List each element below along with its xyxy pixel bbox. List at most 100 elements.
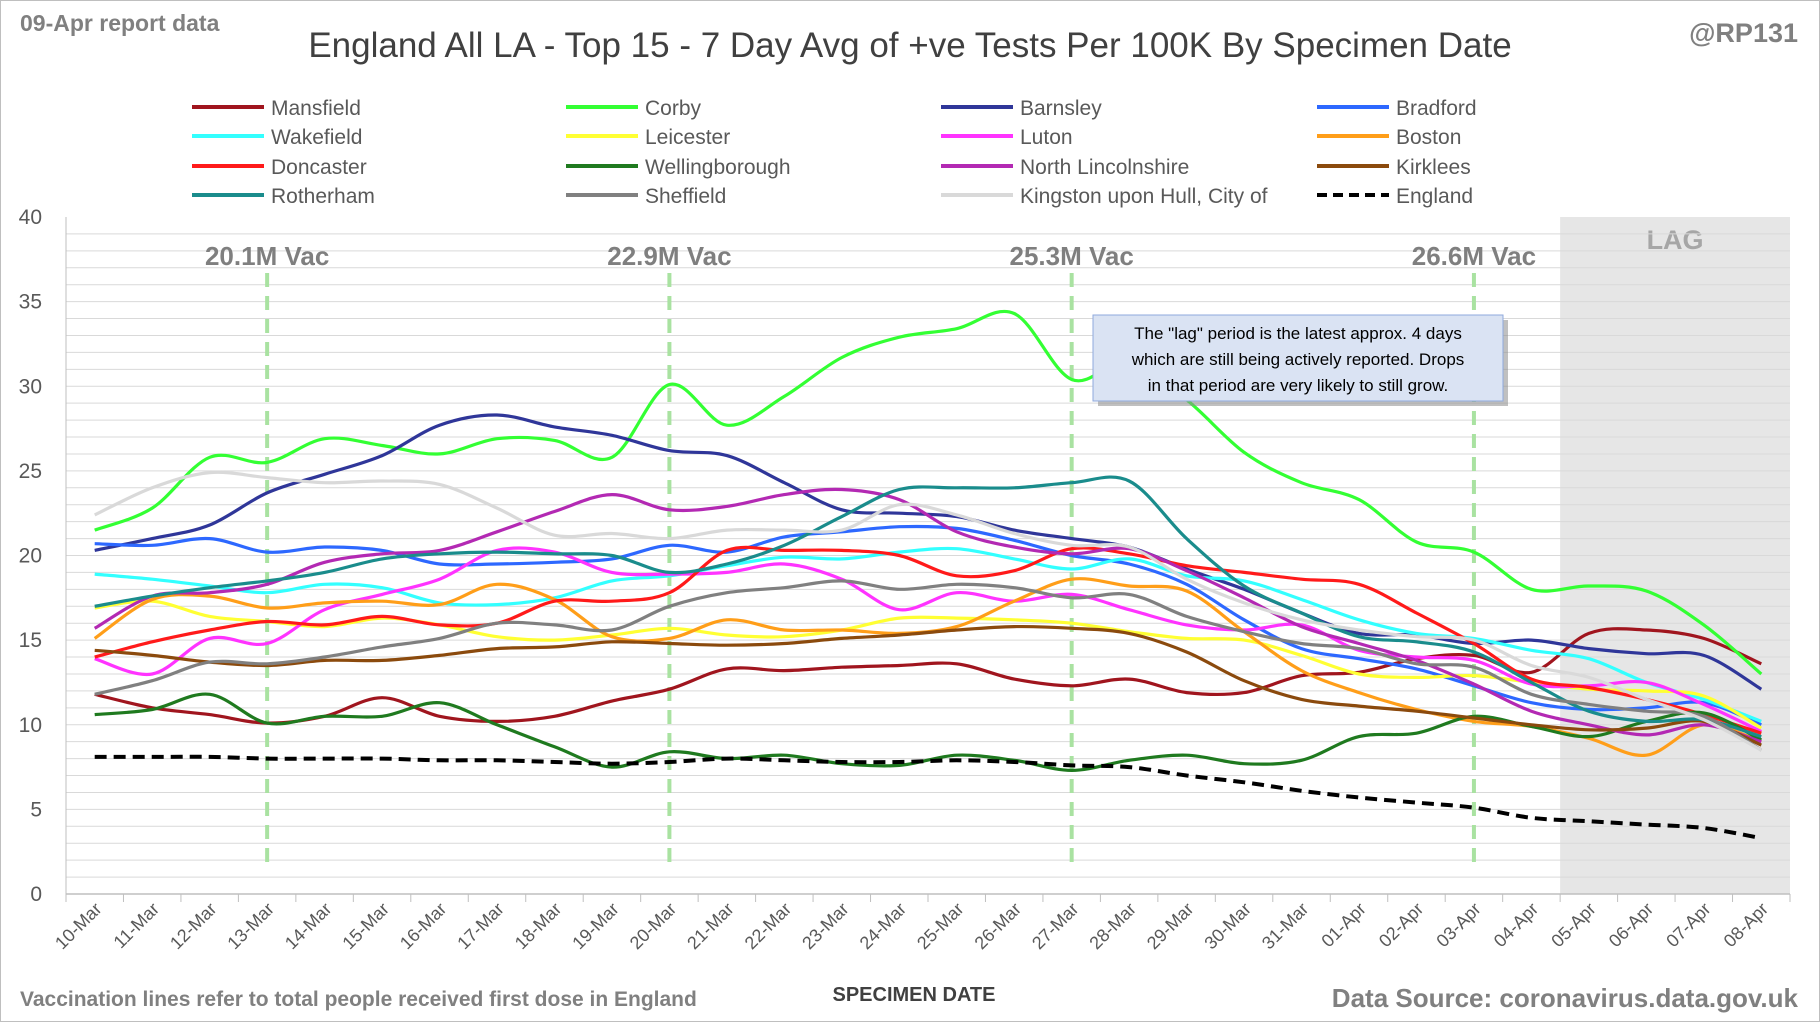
legend-label: Doncaster bbox=[271, 156, 367, 179]
x-tick-label: 11-Mar bbox=[110, 899, 164, 953]
legend-item: England bbox=[1317, 185, 1473, 208]
legend-item: Bradford bbox=[1317, 97, 1477, 120]
data-source: Data Source: coronavirus.data.gov.uk bbox=[1331, 983, 1798, 1013]
series-line-bradford bbox=[94, 524, 1762, 727]
lag-callout-text: which are still being actively reported.… bbox=[1131, 350, 1465, 369]
legend-label: Rotherham bbox=[271, 185, 375, 208]
vaccination-marker-label: 26.6M Vac bbox=[1412, 241, 1536, 271]
x-tick-label: 06-Apr bbox=[1605, 899, 1657, 951]
vaccination-marker-label: 20.1M Vac bbox=[205, 241, 329, 271]
series-line-england bbox=[94, 754, 1762, 841]
x-tick-label: 17-Mar bbox=[453, 899, 507, 953]
x-tick-label: 19-Mar bbox=[568, 899, 622, 953]
x-tick-label: 21-Mar bbox=[683, 899, 737, 953]
series-line-corby bbox=[94, 309, 1763, 676]
legend-item: Kingston upon Hull, City of bbox=[941, 185, 1268, 208]
series-line-luton bbox=[94, 546, 1762, 733]
x-tick-label: 16-Mar bbox=[396, 899, 450, 953]
legend-item: Barnsley bbox=[941, 97, 1102, 120]
legend-label: England bbox=[1396, 185, 1473, 208]
author-handle: @RP131 bbox=[1689, 18, 1798, 48]
legend-label: Sheffield bbox=[645, 185, 726, 208]
legend-label: Kingston upon Hull, City of bbox=[1020, 185, 1268, 208]
x-tick-label: 30-Mar bbox=[1200, 899, 1254, 953]
legend-label: Luton bbox=[1020, 126, 1073, 149]
series-line-rotherham bbox=[94, 475, 1762, 739]
vaccination-marker-label: 22.9M Vac bbox=[607, 241, 731, 271]
x-tick-label: 23-Mar bbox=[798, 899, 852, 953]
legend-item: Wakefield bbox=[192, 126, 362, 149]
legend-label: Kirklees bbox=[1396, 156, 1471, 179]
legend-label: Wakefield bbox=[271, 126, 362, 149]
lag-callout-text: in that period are very likely to still … bbox=[1148, 376, 1448, 395]
legend-label: Wellingborough bbox=[645, 156, 791, 179]
y-tick-label: 35 bbox=[19, 291, 42, 314]
legend-item: Doncaster bbox=[192, 156, 367, 179]
x-tick-label: 07-Apr bbox=[1662, 899, 1714, 951]
legend-label: Boston bbox=[1396, 126, 1461, 149]
x-tick-label: 15-Mar bbox=[338, 899, 392, 953]
y-tick-label: 0 bbox=[30, 883, 42, 906]
y-tick-label: 25 bbox=[19, 460, 42, 483]
lag-callout-box bbox=[1092, 314, 1504, 402]
y-tick-label: 30 bbox=[19, 375, 42, 398]
y-tick-label: 5 bbox=[30, 798, 42, 821]
x-tick-label: 25-Mar bbox=[913, 899, 967, 953]
chart-title: England All LA - Top 15 - 7 Day Avg of +… bbox=[308, 26, 1512, 65]
x-tick-label: 27-Mar bbox=[1028, 899, 1082, 953]
y-tick-label: 15 bbox=[19, 629, 42, 652]
x-tick-label: 28-Mar bbox=[1086, 899, 1140, 953]
series-line-north-lincolnshire bbox=[93, 487, 1762, 744]
series-line-wellingborough bbox=[94, 692, 1763, 772]
vaccination-marker-label: 25.3M Vac bbox=[1010, 241, 1134, 271]
report-date: 09-Apr report data bbox=[20, 10, 220, 36]
x-tick-label: 29-Mar bbox=[1143, 899, 1197, 953]
legend-item: Corby bbox=[566, 97, 702, 120]
legend-item: Boston bbox=[1317, 126, 1461, 149]
x-tick-label: 13-Mar bbox=[224, 899, 278, 953]
x-tick-label: 03-Apr bbox=[1432, 899, 1484, 951]
legend-label: North Lincolnshire bbox=[1020, 156, 1189, 179]
x-tick-label: 10-Mar bbox=[51, 899, 105, 953]
y-tick-label: 20 bbox=[19, 545, 42, 568]
legend-item: Leicester bbox=[566, 126, 730, 149]
legend-item: North Lincolnshire bbox=[941, 156, 1189, 179]
series-line-kingston-upon-hull-city-of bbox=[94, 470, 1763, 752]
series-line-barnsley bbox=[94, 413, 1763, 691]
series-line-kirklees bbox=[94, 624, 1762, 747]
legend-label: Barnsley bbox=[1020, 97, 1102, 120]
x-tick-label: 31-Mar bbox=[1258, 899, 1312, 953]
x-tick-label: 26-Mar bbox=[971, 899, 1025, 953]
legend-item: Sheffield bbox=[566, 185, 726, 208]
legend-item: Mansfield bbox=[192, 97, 361, 120]
series-line-wakefield bbox=[94, 546, 1762, 723]
legend-label: Bradford bbox=[1396, 97, 1477, 120]
series-line-sheffield bbox=[94, 579, 1763, 752]
legend-item: Wellingborough bbox=[566, 156, 791, 179]
series-line-doncaster bbox=[94, 545, 1762, 735]
series-line-leicester bbox=[94, 599, 1763, 730]
x-axis-title: SPECIMEN DATE bbox=[833, 984, 996, 1006]
legend-label: Leicester bbox=[645, 126, 730, 149]
x-tick-label: 18-Mar bbox=[511, 899, 565, 953]
x-tick-label: 08-Apr bbox=[1720, 899, 1772, 951]
vaccination-footnote: Vaccination lines refer to total people … bbox=[20, 988, 697, 1011]
x-tick-label: 24-Mar bbox=[856, 899, 910, 953]
legend-label: Corby bbox=[645, 97, 702, 120]
y-tick-label: 40 bbox=[19, 206, 42, 229]
x-tick-label: 12-Mar bbox=[166, 899, 220, 953]
x-tick-label: 01-Apr bbox=[1317, 899, 1369, 951]
lag-callout-text: The "lag" period is the latest approx. 4… bbox=[1134, 324, 1462, 343]
legend-label: Mansfield bbox=[271, 97, 361, 120]
legend-item: Luton bbox=[941, 126, 1073, 149]
legend-item: Rotherham bbox=[192, 185, 375, 208]
lag-label: LAG bbox=[1647, 225, 1704, 255]
x-tick-label: 20-Mar bbox=[626, 899, 680, 953]
x-tick-label: 02-Apr bbox=[1375, 899, 1427, 951]
x-tick-label: 14-Mar bbox=[281, 899, 335, 953]
y-tick-label: 10 bbox=[19, 714, 42, 737]
x-tick-label: 04-Apr bbox=[1490, 899, 1542, 951]
x-tick-label: 05-Apr bbox=[1547, 899, 1599, 951]
legend-item: Kirklees bbox=[1317, 156, 1471, 179]
